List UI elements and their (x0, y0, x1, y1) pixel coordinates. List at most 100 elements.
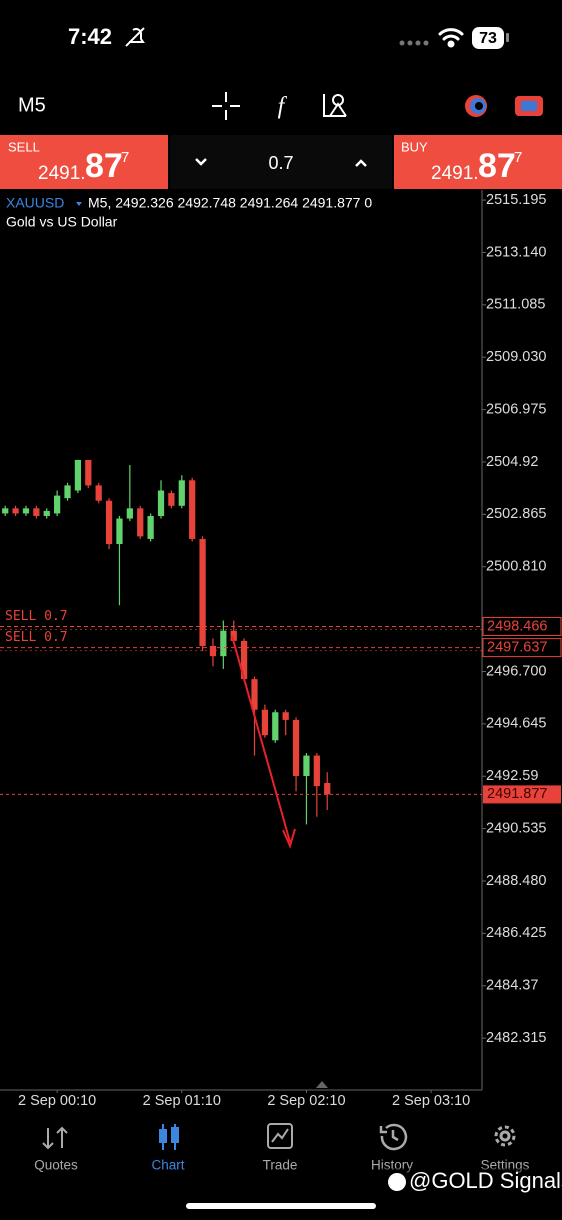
settings-icon[interactable] (494, 1125, 516, 1147)
mute-icon (125, 27, 145, 47)
y-tick-label: 2500.810 (486, 559, 546, 575)
candle-body (12, 508, 19, 514)
y-tick-label: 2515.195 (486, 192, 546, 208)
candle-body (64, 485, 71, 499)
candle-body (168, 493, 175, 506)
sell-price-head: 2491. (38, 163, 86, 184)
candle-body (272, 712, 279, 741)
candle-body (116, 518, 123, 545)
y-tick-label: 2506.975 (486, 401, 546, 417)
buy-price-head: 2491. (431, 163, 479, 184)
buy-button[interactable] (394, 135, 562, 189)
trend-arrow (231, 635, 296, 849)
y-tick-label: 2511.085 (486, 297, 545, 313)
lot-box (170, 135, 392, 189)
candle-body (178, 480, 185, 506)
watermark-bg (380, 1168, 562, 1196)
order-label: SELL 0.7 (5, 630, 68, 645)
sell-button[interactable] (0, 135, 168, 189)
x-tick-label: 2 Sep 02:10 (267, 1093, 345, 1109)
candle-body (2, 508, 9, 514)
price-tag (483, 785, 561, 804)
quotes-icon[interactable] (42, 1126, 68, 1150)
order-label: SELL 0.7 (5, 609, 68, 624)
nav-bar: Quotes Chart Trade History Settings (34, 1158, 529, 1173)
candle-body (157, 490, 165, 516)
indicator-icon[interactable]: f (278, 94, 288, 120)
candle-body (189, 480, 196, 539)
y-tick-label: 2486.425 (486, 925, 546, 941)
buy-label: BUY (401, 139, 428, 154)
lot[interactable]: 0.7 (268, 153, 293, 173)
candle-body (324, 782, 331, 795)
history-icon[interactable] (379, 1123, 408, 1151)
candle-body (33, 508, 40, 516)
candle-body (292, 719, 300, 776)
watermark: @GOLD Signals (409, 1168, 562, 1193)
x-tick-label: 2 Sep 01:10 (143, 1093, 221, 1109)
candle-body (251, 679, 258, 710)
description: Gold vs US Dollar (6, 214, 118, 230)
symbol[interactable]: XAUUSD (6, 195, 64, 211)
nav-label[interactable]: Trade (263, 1158, 298, 1173)
candle-body (54, 495, 61, 514)
candle-body (209, 645, 217, 657)
buy-price-sup: 7 (514, 149, 522, 166)
battery (472, 27, 504, 49)
y-tick-label: 2513.140 (486, 244, 546, 260)
y-tick-label: 2504.92 (486, 454, 538, 470)
timeframe[interactable]: M5 (18, 94, 46, 116)
candle-body (74, 459, 82, 491)
nav-label[interactable]: Settings (481, 1158, 530, 1173)
y-tick-label: 2482.315 (486, 1030, 546, 1046)
candle-body (313, 755, 320, 787)
nav-label[interactable]: Quotes (34, 1158, 78, 1173)
trade-nav-icon[interactable] (267, 1123, 293, 1149)
candle-body (105, 500, 113, 545)
lot-up[interactable] (355, 159, 367, 167)
candle-body (282, 712, 289, 720)
candle-body (230, 630, 237, 641)
candle-body (85, 459, 92, 486)
chart-icon[interactable] (159, 1124, 179, 1150)
y-tick-label: 2484.37 (486, 978, 538, 994)
x-tick-label: 2 Sep 00:10 (18, 1093, 96, 1109)
nav-label[interactable]: Chart (151, 1158, 184, 1173)
time: 7:42 (68, 24, 112, 49)
x-tick-label: 2 Sep 03:10 (392, 1093, 470, 1109)
y-tick-label: 2509.030 (486, 349, 546, 365)
battery-tip (506, 33, 509, 42)
home-indicator (186, 1203, 376, 1209)
candle-body (43, 510, 50, 516)
y-tick-label: 2502.865 (486, 506, 546, 522)
battery-level: 73 (479, 30, 497, 47)
current-price: 2491.877 (487, 786, 547, 802)
candle-body (147, 515, 154, 539)
y-tick-label: 2492.59 (486, 768, 538, 784)
candle-body (22, 508, 30, 514)
ohlc-info: M5, 2492.326 2492.748 2491.264 2491.877 … (88, 195, 372, 211)
wifi (438, 28, 464, 48)
candle-body (303, 755, 310, 776)
objects-icon[interactable] (323, 94, 347, 117)
trade-icon[interactable] (515, 96, 543, 116)
candle-body (95, 485, 102, 501)
crosshair-icon[interactable] (212, 92, 240, 120)
nav-label[interactable]: History (371, 1158, 413, 1173)
candle-body (199, 538, 206, 646)
candle-body (241, 640, 248, 680)
order-tag (482, 616, 562, 636)
buy-price-big: 87 (478, 147, 516, 185)
candle-body (126, 508, 133, 519)
signal (399, 40, 429, 46)
account-icon[interactable] (465, 95, 487, 117)
lot-down[interactable] (195, 158, 207, 166)
sell-label: SELL (8, 139, 40, 154)
y-tick-label: 2494.645 (486, 716, 546, 732)
symbol-caret (76, 202, 82, 206)
candle-body (137, 508, 144, 537)
candle-body (261, 709, 269, 736)
watermark-logo (388, 1173, 406, 1191)
candle-body (220, 630, 227, 657)
